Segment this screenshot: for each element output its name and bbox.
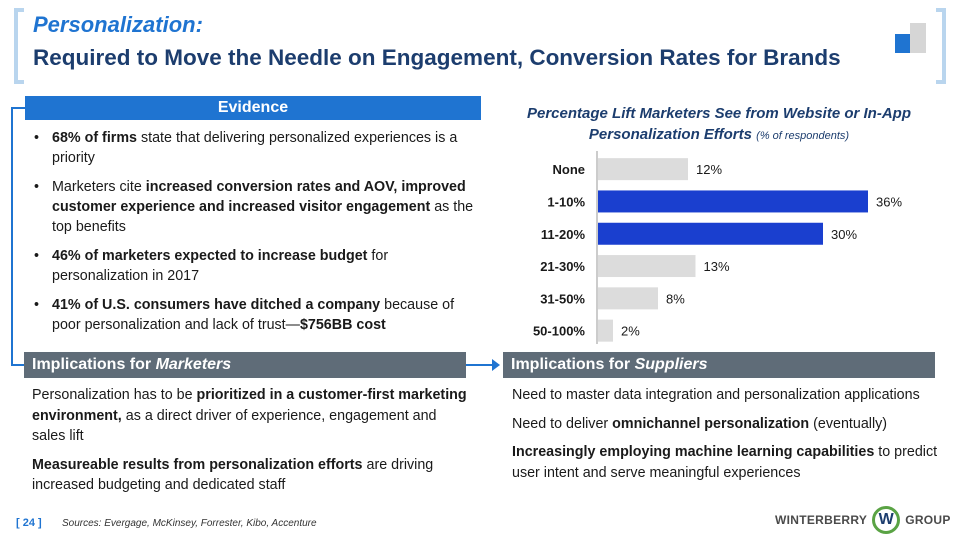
paragraph: Measureable results from personalization… [32, 455, 472, 496]
chart-value-label: 2% [621, 324, 640, 339]
bullet-icon: • [34, 179, 40, 195]
chart-bar [598, 255, 696, 278]
evidence-item-text: state that delivering personalized exper… [52, 130, 458, 166]
implications-marketers-body: Personalization has to be prioritized in… [32, 385, 472, 504]
arrow-right-icon [492, 359, 500, 371]
text: Personalization has to be [32, 387, 197, 403]
heading-text: Implications for [511, 356, 635, 373]
text-bold: Measureable results from personalization… [32, 456, 363, 473]
chart-value-label: 13% [704, 259, 730, 274]
heading-text: Implications for [32, 356, 156, 373]
bullet-icon: • [34, 248, 40, 264]
text: are driving increased budgeting and dedi… [32, 456, 434, 494]
paragraph: Need to master data integration and pers… [512, 385, 942, 406]
logo-mark-letter: W [878, 511, 894, 528]
connector-arrow-line [466, 364, 494, 366]
implications-suppliers-body: Need to master data integration and pers… [512, 385, 942, 491]
bullet-icon: • [34, 130, 40, 146]
text-bold: prioritized in a customer-first marketin… [32, 387, 467, 424]
lift-bar-chart: None 12% 1-10% 36% 11-20% 30% 21-30% 13% 31-50% 8… [533, 151, 902, 344]
paragraph: Increasingly employing machine learning … [512, 442, 942, 483]
evidence-item-bold: 46% of marketers expected to increase bu… [52, 248, 368, 264]
chart-category-label: 1-10% [547, 194, 585, 209]
evidence-item-bold: increased conversion rates and AOV, impr… [52, 179, 466, 215]
evidence-item-text: as the top benefits [52, 199, 474, 235]
chart-value-label: 30% [831, 227, 857, 242]
header-decoration-blue [895, 34, 910, 53]
implications-marketers-heading: Implications for Marketers [24, 352, 466, 378]
chart-category-label: 50-100% [533, 324, 585, 339]
chart-category-label: None [553, 162, 586, 177]
paragraph: Need to deliver omnichannel personalizat… [512, 414, 942, 435]
evidence-item-bold: 68% of firms [52, 130, 138, 146]
text: (eventually) [809, 415, 888, 432]
text: Need to master data integration and pers… [512, 387, 920, 403]
chart-category-label: 21-30% [540, 259, 585, 274]
chart-subtitle: (% of respondents) [756, 130, 850, 142]
connector-line-bottom [11, 364, 26, 366]
evidence-item-text: Marketers cite [52, 179, 146, 195]
evidence-list: • 68% of firms state that delivering pers… [34, 128, 486, 344]
evidence-item: • 41% of U.S. consumers have ditched a co… [34, 295, 486, 335]
paragraph: Personalization has to be prioritized in… [32, 385, 472, 447]
chart-value-label: 36% [876, 194, 902, 209]
chart-category-label: 31-50% [540, 291, 585, 306]
evidence-heading: Evidence [25, 96, 481, 120]
chart-bar [598, 158, 688, 181]
chart-category-label: 11-20% [541, 227, 586, 242]
evidence-item-bold: 41% of U.S. consumers have ditched a com… [52, 297, 381, 313]
chart-value-label: 12% [696, 162, 722, 177]
logo-text-left: WINTERBERRY [775, 513, 868, 527]
chart-value-label: 8% [666, 291, 685, 306]
implications-suppliers-heading: Implications for Suppliers [503, 352, 935, 378]
logo-mark-icon: W [872, 506, 901, 534]
page-number: [ 24 ] [16, 517, 42, 529]
connector-line-vertical [11, 107, 13, 365]
text: Need to deliver [512, 415, 613, 432]
header-bracket-left [14, 8, 24, 84]
chart-bar [598, 222, 823, 245]
header-decoration-grey [910, 23, 926, 53]
evidence-item-bold: $756BB cost [299, 317, 386, 333]
text: to predict user intent and serve meaning… [512, 444, 938, 481]
logo-text-right: GROUP [905, 513, 951, 527]
bullet-icon: • [34, 297, 40, 313]
heading-text-italic: Suppliers [634, 356, 708, 373]
chart-title: Percentage Lift Marketers See from Websi… [527, 105, 911, 143]
evidence-item: • 68% of firms state that delivering pers… [34, 128, 486, 168]
chart-bar [598, 190, 868, 213]
text: as a direct driver of experience, engage… [32, 407, 437, 445]
sources-note: Sources: Evergage, McKinsey, Forrester, … [62, 518, 317, 529]
evidence-item: • 46% of marketers expected to increase b… [34, 246, 486, 286]
winterberry-logo: WINTERBERRY W GROUP [775, 505, 951, 535]
page-title: Required to Move the Needle on Engagemen… [33, 45, 841, 70]
connector-line-top [11, 107, 26, 109]
text-bold: omnichannel personalization [612, 415, 810, 432]
page-title-italic: Personalization: [33, 12, 203, 37]
evidence-item-text: for personalization in 2017 [52, 248, 389, 284]
chart-title-block: Percentage Lift Marketers See from Websi… [503, 103, 935, 147]
evidence-item-text: because of poor personalization and lack… [52, 297, 455, 333]
evidence-item: • Marketers cite increased conversion rat… [34, 177, 486, 237]
text-bold: Increasingly employing machine learning … [512, 444, 875, 460]
heading-text-italic: Marketers [155, 356, 232, 373]
chart-bar [598, 287, 658, 310]
header-bracket-right [936, 8, 946, 84]
chart-bar [598, 319, 613, 342]
